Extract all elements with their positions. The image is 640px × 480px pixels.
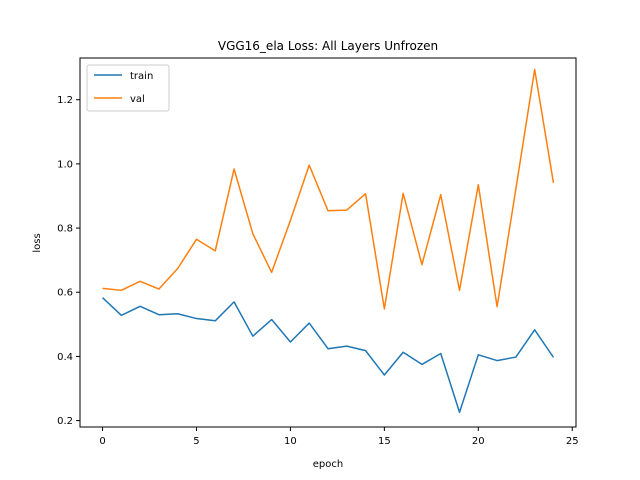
y-tick-label: 0.4 (57, 352, 73, 363)
legend-box (86, 64, 170, 112)
x-tick-label: 10 (284, 436, 297, 447)
legend: train val (86, 64, 170, 112)
y-tick-label: 0.2 (57, 416, 73, 427)
x-tick-label: 25 (566, 436, 579, 447)
plot-area-frame (79, 57, 577, 428)
y-tick-label: 1.2 (57, 95, 73, 106)
y-tick-label: 0.8 (57, 224, 73, 235)
chart-title: VGG16_ela Loss: All Layers Unfrozen (218, 39, 438, 53)
legend-label-val: val (130, 94, 145, 105)
series-line-val (102, 68, 555, 310)
x-tick-label: 15 (378, 436, 391, 447)
y-tick-label: 0.6 (57, 288, 73, 299)
ticks-layer: 0 5 10 15 20 25 0.2 0.4 0.6 0.8 1.0 1.2 (57, 95, 579, 447)
x-tick-label: 0 (99, 436, 105, 447)
y-axis-label: loss (32, 233, 43, 252)
legend-label-train: train (130, 71, 153, 82)
y-tick-label: 1.0 (57, 159, 73, 170)
x-tick-label: 20 (472, 436, 485, 447)
series-line-train (102, 297, 555, 413)
x-tick-label: 5 (193, 436, 199, 447)
x-axis-label: epoch (313, 459, 343, 470)
series-layer (102, 68, 555, 413)
